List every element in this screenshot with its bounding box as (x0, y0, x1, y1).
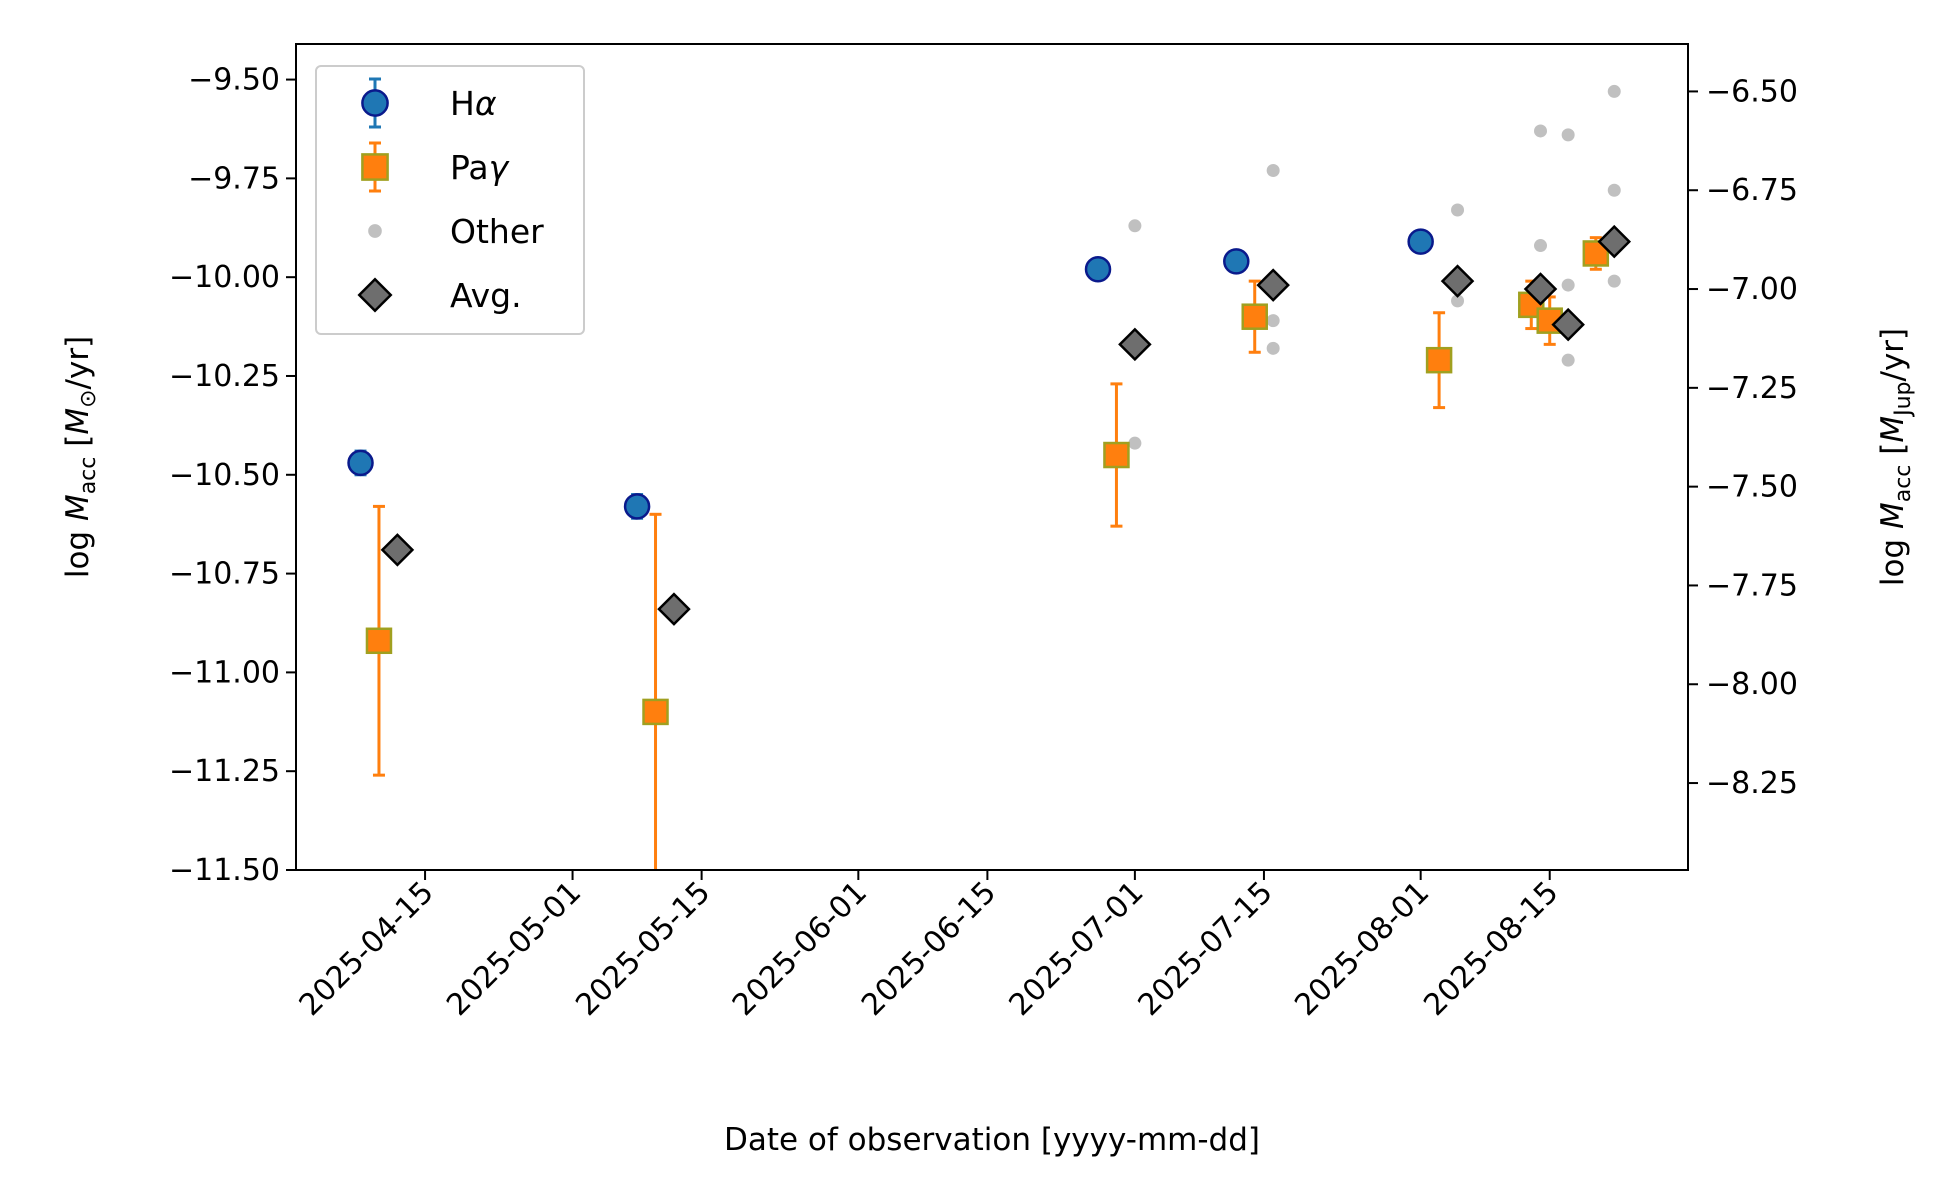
avg-point (1551, 307, 1585, 342)
legend: Hα Paγ Other Avg. (315, 65, 585, 335)
pagamma-point (1582, 240, 1610, 267)
legend-marker-halpha (361, 89, 389, 117)
y2-axis-label: log Macc [MJup/yr] (1875, 328, 1916, 586)
pagamma-point (1103, 441, 1130, 469)
halpha-point (1407, 228, 1434, 255)
y2-tick-label: −8.25 (1706, 766, 1798, 801)
y2-tick-label: −7.50 (1706, 470, 1798, 505)
legend-marker-other (368, 224, 382, 238)
legend-item-avg: Avg. (357, 276, 522, 315)
y-axis-right: −6.50 −6.75 −7.00 −7.25 −7.50 −7.75 −8.00 −8.25 (1688, 74, 1798, 801)
y-tick-label: −10.25 (169, 359, 280, 394)
y2-tick-label: −7.75 (1706, 568, 1798, 603)
legend-label-avg: Avg. (450, 276, 522, 315)
series-halpha (347, 228, 1434, 520)
y-tick-label: −10.75 (169, 557, 280, 592)
legend-item-other: Other (368, 212, 544, 251)
avg-point (1440, 264, 1475, 298)
y-tick-label: −11.25 (169, 754, 280, 789)
other-point (1128, 219, 1142, 233)
y2-tick-label: −7.00 (1706, 272, 1798, 307)
avg-point (1256, 268, 1290, 302)
avg-point (1523, 272, 1558, 306)
legend-marker-avg (357, 277, 393, 313)
other-point (1607, 274, 1621, 288)
y2-tick-label: −6.50 (1706, 74, 1798, 109)
other-point (1607, 84, 1621, 98)
plot-frame (295, 43, 1689, 871)
data-marks (347, 84, 1632, 870)
other-point (1451, 203, 1465, 217)
other-point (1561, 278, 1575, 292)
y-axis-label: log Macc [M⊙/yr] (60, 336, 101, 578)
halpha-point (1223, 248, 1250, 275)
pagamma-point (365, 627, 393, 655)
legend-label-other: Other (450, 212, 544, 251)
series-avg (380, 224, 1632, 626)
other-point (1534, 124, 1548, 138)
legend-label-pagamma: Paγ (450, 148, 510, 187)
other-point (1451, 294, 1465, 308)
y-tick-label: −9.75 (188, 161, 280, 196)
other-point (1266, 314, 1280, 328)
legend-marker-pagamma (361, 153, 389, 181)
y-tick-label: −11.50 (169, 853, 280, 888)
y-tick-label: −10.00 (169, 260, 280, 295)
other-point (1266, 341, 1280, 355)
legend-frame (315, 65, 585, 335)
legend-label-halpha: Hα (450, 84, 497, 123)
other-point (1607, 183, 1621, 197)
x-axis-label: Date of observation [yyyy-mm-dd] (724, 1122, 1260, 1158)
avg-point (1118, 327, 1152, 362)
y-tick-label: −9.50 (188, 63, 280, 98)
y-axis-left: −9.50 −9.75 −10.00 −10.25 −10.50 −10.75 −11.00… (169, 63, 296, 888)
halpha-point (1084, 256, 1112, 283)
avg-point (657, 592, 691, 626)
halpha-point (347, 449, 374, 477)
y-tick-label: −10.50 (169, 458, 280, 493)
y2-tick-label: −8.00 (1706, 667, 1798, 702)
y-tick-label: −11.00 (169, 655, 280, 690)
other-point (1561, 353, 1575, 367)
avg-point (1597, 224, 1632, 259)
pagamma-point (1241, 303, 1268, 330)
pagamma-point (1425, 346, 1453, 374)
other-point (1266, 163, 1280, 177)
y2-tick-label: −6.75 (1706, 173, 1798, 208)
legend-item-pagamma: Paγ (361, 141, 510, 193)
other-point (1534, 239, 1548, 253)
pagamma-point (642, 698, 669, 726)
legend-item-halpha: Hα (361, 77, 497, 129)
y2-tick-label: −7.25 (1706, 371, 1798, 406)
halpha-point (623, 493, 651, 520)
series-other (1128, 84, 1621, 450)
other-point (1128, 436, 1142, 450)
other-point (1561, 128, 1575, 142)
avg-point (380, 533, 415, 567)
